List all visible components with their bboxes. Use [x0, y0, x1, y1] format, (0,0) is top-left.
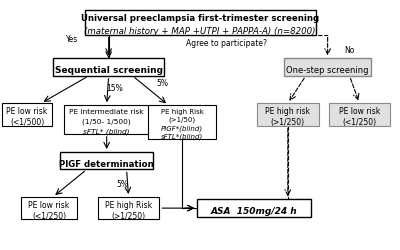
FancyBboxPatch shape: [2, 104, 52, 126]
Text: (>1/50): (>1/50): [169, 116, 196, 123]
Text: Sequential screening: Sequential screening: [55, 66, 163, 75]
Text: ASA  150mg/24 h: ASA 150mg/24 h: [211, 206, 297, 216]
FancyBboxPatch shape: [85, 11, 316, 36]
Text: PlGF determination: PlGF determination: [59, 159, 154, 168]
FancyBboxPatch shape: [148, 106, 216, 139]
Text: (>1/250): (>1/250): [271, 118, 305, 127]
Text: PlGF*(blind): PlGF*(blind): [161, 125, 203, 131]
Text: Universal preeclampsia first-trimester screening: Universal preeclampsia first-trimester s…: [81, 14, 319, 23]
FancyBboxPatch shape: [64, 106, 150, 134]
Text: 5%: 5%: [156, 79, 168, 88]
Text: sFTL*(blind): sFTL*(blind): [161, 133, 204, 140]
Text: 5%: 5%: [117, 179, 129, 188]
FancyBboxPatch shape: [60, 152, 154, 170]
Text: (<1/500): (<1/500): [10, 118, 44, 127]
Text: PE low risk: PE low risk: [28, 200, 70, 209]
Text: PE high risk: PE high risk: [265, 107, 310, 116]
FancyBboxPatch shape: [257, 104, 319, 126]
Text: (<1/250): (<1/250): [32, 211, 66, 220]
Text: PE low risk: PE low risk: [6, 107, 48, 116]
Text: PE high Risk: PE high Risk: [105, 200, 152, 209]
Text: (<1/250): (<1/250): [342, 118, 376, 127]
FancyBboxPatch shape: [197, 200, 311, 217]
Text: (1/50- 1/500): (1/50- 1/500): [82, 118, 131, 125]
FancyBboxPatch shape: [21, 197, 77, 220]
Text: 15%: 15%: [106, 83, 123, 92]
Text: (>1/250): (>1/250): [112, 211, 146, 220]
Text: Agree to participate?: Agree to participate?: [186, 39, 267, 48]
Text: PE low risk: PE low risk: [339, 107, 380, 116]
Text: PE intermediate risk: PE intermediate risk: [70, 109, 144, 115]
Text: PE high Risk: PE high Risk: [161, 108, 204, 114]
Text: No: No: [344, 46, 355, 55]
Text: (maternal history + MAP +UTPI + PAPPA-A) (n=8200): (maternal history + MAP +UTPI + PAPPA-A)…: [84, 27, 316, 36]
FancyBboxPatch shape: [53, 59, 164, 76]
Text: Yes: Yes: [66, 35, 78, 44]
FancyBboxPatch shape: [98, 197, 160, 220]
Text: One-step screening: One-step screening: [286, 66, 369, 75]
Text: sFTL* (blind): sFTL* (blind): [84, 128, 130, 134]
FancyBboxPatch shape: [284, 59, 372, 76]
FancyBboxPatch shape: [329, 104, 390, 126]
